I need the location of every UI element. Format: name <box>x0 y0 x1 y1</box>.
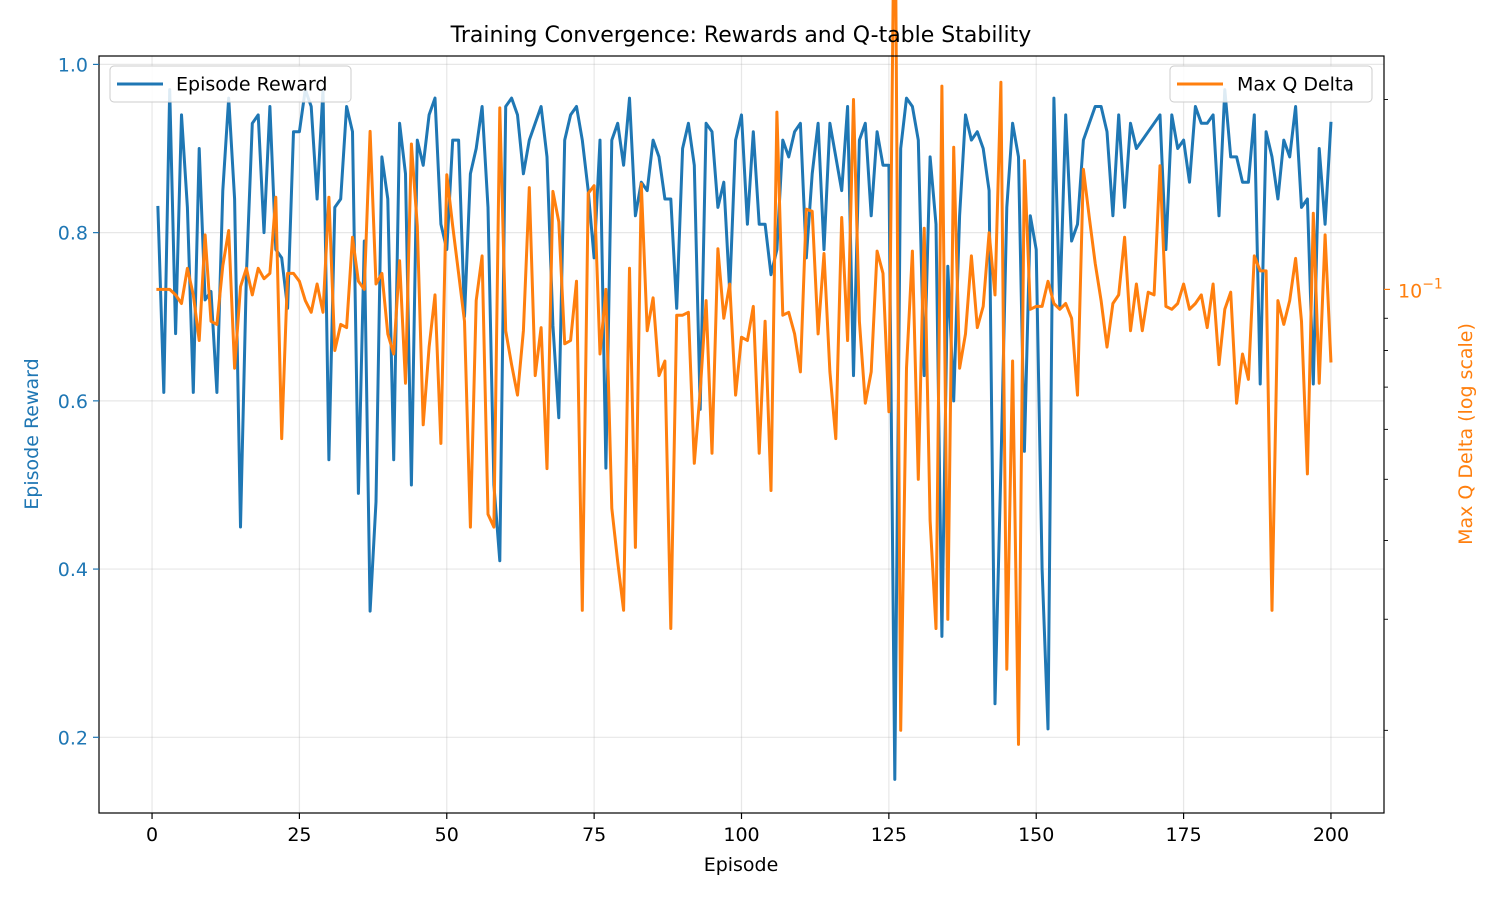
max-q-delta-line <box>156 0 1333 746</box>
legend-left: Episode Reward <box>109 65 352 103</box>
x-axis-label: Episode <box>704 854 779 876</box>
x-tick-label: 50 <box>435 824 459 846</box>
y-left-tick-label: 0.6 <box>58 391 88 413</box>
legend-left-box <box>109 65 352 103</box>
y-left-tick-label: 0.8 <box>58 223 88 245</box>
legend-right: Max Q Delta <box>1169 65 1373 103</box>
x-tick-label: 125 <box>871 824 907 846</box>
x-tick-label: 25 <box>287 824 311 846</box>
y-left-tick-label: 0.4 <box>58 559 88 581</box>
y-left-tick-label: 1.0 <box>58 54 88 76</box>
legend-left-label: Episode Reward <box>176 74 327 96</box>
x-tick-label: 200 <box>1313 824 1349 846</box>
x-tick-label: 100 <box>723 824 759 846</box>
legend-right-label: Max Q Delta <box>1237 74 1354 96</box>
axis-ticks: 0 25 50 75 100 125 150 175 200 0.2 0.4 0.6 0.8 1.0 10−… <box>58 54 1443 846</box>
y-left-tick-label: 0.2 <box>58 727 88 749</box>
x-tick-label: 175 <box>1165 824 1201 846</box>
y-right-tick-label: 10−1 <box>1398 276 1443 302</box>
x-tick-label: 150 <box>1018 824 1054 846</box>
series-lines <box>156 0 1333 781</box>
y-right-tick-label-exponent: −1 <box>1422 276 1443 292</box>
y-axis-left-label: Episode Reward <box>21 358 43 509</box>
x-tick-label: 75 <box>582 824 606 846</box>
chart-title: Training Convergence: Rewards and Q-tabl… <box>450 23 1032 48</box>
legend-right-box <box>1169 65 1373 103</box>
x-tick-label: 0 <box>146 824 158 846</box>
episode-reward-line <box>156 88 1333 781</box>
y-axis-right-label: Max Q Delta (log scale) <box>1455 323 1477 545</box>
